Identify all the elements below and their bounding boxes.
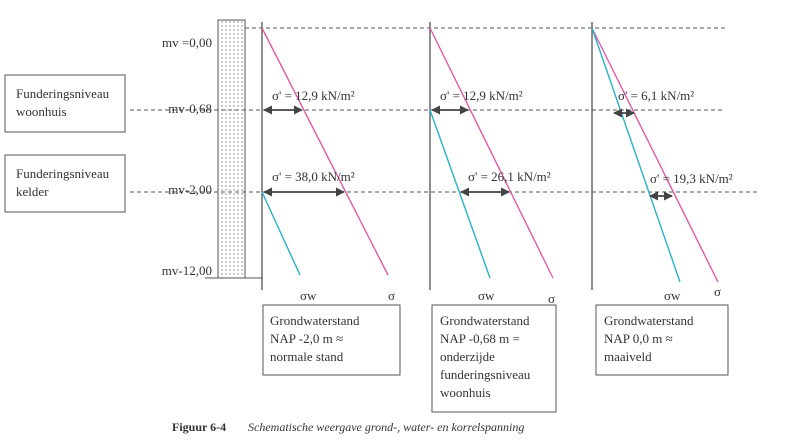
sigma-w-line bbox=[429, 109, 491, 279]
box-text: NAP -0,68 m = bbox=[440, 331, 520, 346]
sigma-label: σ bbox=[388, 288, 395, 303]
box-text: woonhuis bbox=[16, 104, 67, 119]
foundation-box bbox=[4, 74, 126, 133]
stress-label: σ' = 26,1 kN/m² bbox=[468, 169, 551, 184]
sigma-w-label: σw bbox=[664, 288, 681, 303]
box-text: maaiveld bbox=[604, 349, 652, 364]
stress-label: σ' = 12,9 kN/m² bbox=[440, 88, 523, 103]
box-text: Grondwaterstand bbox=[604, 313, 694, 328]
box-text: NAP -2,0 m ≈ bbox=[270, 331, 343, 346]
stress-label: σ' = 12,9 kN/m² bbox=[272, 88, 355, 103]
condition-box bbox=[431, 304, 557, 413]
soil-column bbox=[217, 19, 246, 279]
box-text: onderzijde bbox=[440, 349, 495, 364]
box-text: Funderingsniveau bbox=[16, 166, 110, 181]
sigma-w-line bbox=[261, 191, 301, 276]
sigma-line bbox=[591, 27, 719, 283]
sigma-w-label: σw bbox=[478, 288, 495, 303]
sigma-line bbox=[261, 27, 389, 276]
box-text: NAP 0,0 m ≈ bbox=[604, 331, 673, 346]
box-text: Funderingsniveau bbox=[16, 86, 110, 101]
condition-box bbox=[262, 304, 401, 376]
sigma-w-label: σw bbox=[300, 288, 317, 303]
caption-label: Figuur 6-4 bbox=[172, 420, 226, 434]
box-text: Grondwaterstand bbox=[270, 313, 360, 328]
box-text: normale stand bbox=[270, 349, 344, 364]
box-text: kelder bbox=[16, 184, 49, 199]
caption-text: Schematische weergave grond-, water- en … bbox=[248, 420, 524, 434]
level-label: mv-2,00 bbox=[168, 182, 212, 197]
level-label: mv =0,00 bbox=[162, 35, 212, 50]
stress-label: σ' = 38,0 kN/m² bbox=[272, 169, 355, 184]
box-text: woonhuis bbox=[440, 385, 491, 400]
sigma-label: σ bbox=[548, 291, 555, 306]
stress-label: σ' = 19,3 kN/m² bbox=[650, 171, 733, 186]
level-label: mv-0,68 bbox=[168, 101, 212, 116]
sigma-label: σ bbox=[714, 284, 721, 299]
box-text: Grondwaterstand bbox=[440, 313, 530, 328]
foundation-box bbox=[4, 154, 126, 213]
level-label: mv-12,00 bbox=[162, 263, 212, 278]
stress-label: σ' = 6,1 kN/m² bbox=[618, 88, 694, 103]
box-text: funderingsniveau bbox=[440, 367, 531, 382]
condition-box bbox=[595, 304, 729, 376]
sigma-line bbox=[429, 27, 554, 279]
sigma-w-line bbox=[591, 27, 681, 283]
